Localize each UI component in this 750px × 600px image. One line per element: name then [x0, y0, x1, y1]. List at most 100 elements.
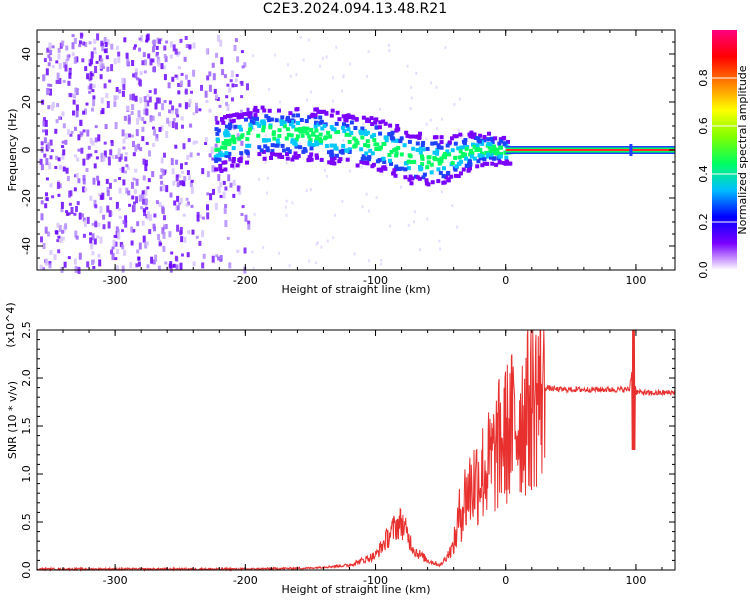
spectrogram-noise-cell — [132, 46, 136, 50]
spectrogram-noise-cell — [168, 109, 171, 114]
spectrogram-ridge-cell — [482, 157, 487, 162]
spectrogram-ridge-cell — [248, 122, 253, 127]
spectrogram-ridge-cell — [480, 151, 484, 156]
spectrogram-noise-cell — [107, 221, 111, 229]
spectrogram-ridge-cell — [439, 140, 444, 145]
spectrogram-noise-cell — [51, 102, 55, 108]
spectrogram-noise-cell — [141, 193, 144, 199]
spectrogram-noise-cell — [65, 210, 69, 214]
spectrogram-ridge-cell — [335, 110, 340, 115]
snr-ytick-label: 0.0 — [20, 561, 33, 579]
spectrogram-ridge-cell — [328, 134, 333, 139]
spectrogram-noise-cell — [388, 224, 391, 228]
spectrogram-noise-cell — [117, 57, 121, 64]
spectrogram-ridge-cell — [502, 142, 507, 147]
spectrogram-noise-cell — [88, 63, 92, 67]
spectrogram-noise-cell — [49, 250, 53, 256]
spectrogram-noise-cell — [226, 103, 230, 111]
spectrogram-ridge-cell — [286, 132, 291, 137]
spectrogram-noise-cell — [65, 45, 69, 51]
spectrogram-noise-cell — [181, 253, 184, 257]
spectrogram-noise-cell — [147, 211, 150, 218]
spectrogram-noise-cell — [45, 258, 48, 266]
spectrogram-ridge-cell — [412, 159, 417, 164]
spectrogram-ridge-cell — [499, 145, 504, 150]
spectrogram-noise-cell — [158, 127, 162, 132]
spectrogram-ridge-cell — [471, 134, 475, 139]
spectrogram-noise-cell — [226, 236, 230, 240]
spectrogram-ridge-cell — [265, 148, 270, 153]
spectrogram-ridge-cell — [347, 150, 352, 154]
spectrogram-noise-cell — [335, 45, 338, 49]
spectrogram-noise-cell — [172, 180, 176, 186]
spectrogram-noise-cell — [189, 152, 193, 158]
spectrogram-ridge-cell — [478, 156, 483, 161]
spectrogram-ridge-cell — [277, 154, 282, 159]
spectrogram-noise-cell — [66, 212, 70, 216]
spectrogram-noise-cell — [230, 70, 234, 78]
spectrogram-noise-cell — [204, 90, 208, 98]
spectrogram-noise-cell — [141, 117, 145, 122]
spectrogram-noise-cell — [92, 177, 96, 185]
spectrogram-ridge-cell — [433, 157, 438, 162]
spectrogram-ridge-cell — [261, 149, 266, 154]
spectrogram-noise-cell — [133, 189, 137, 195]
spectrogram-noise-cell — [407, 223, 410, 227]
spectrogram-noise-cell — [95, 60, 99, 64]
spectrogram-ridge-cell — [468, 166, 472, 171]
spectrogram-noise-cell — [156, 37, 160, 44]
spectrogram-noise-cell — [184, 88, 188, 95]
spectrogram-ridge-cell — [214, 157, 219, 162]
spectrogram-ridge-cell — [239, 127, 243, 132]
spectrogram-ridge-cell — [307, 142, 312, 147]
spectrogram-ridge-cell — [252, 116, 257, 121]
spectrogram-noise-cell — [49, 183, 53, 188]
spectrogram-ridge-cell — [232, 137, 237, 142]
spectrogram-noise-cell — [93, 199, 97, 207]
spectrogram-noise-cell — [130, 226, 134, 233]
spectrogram-ridge-cell — [303, 148, 308, 153]
spectrogram-noise-cell — [54, 166, 58, 169]
spectrogram-ridge-cell — [332, 156, 337, 161]
spectrogram-noise-cell — [115, 201, 119, 209]
spectrogram-ridge-cell — [436, 167, 441, 172]
spectrogram-ridge-cell — [492, 146, 497, 151]
spectrogram-noise-cell — [44, 119, 48, 127]
spectrogram-noise-cell — [179, 80, 183, 86]
spectrogram-ridge-cell — [418, 167, 423, 172]
spectrogram-noise-cell — [279, 100, 281, 104]
spectrogram-noise-cell — [72, 93, 76, 98]
spectrogram-ridge-cell — [450, 160, 455, 165]
spectrogram-ridge-cell — [298, 145, 303, 150]
spectrogram-noise-cell — [130, 111, 134, 115]
spectrogram-noise-cell — [151, 171, 155, 178]
spectrogram-noise-cell — [91, 251, 95, 256]
spectrogram-ridge-cell — [469, 154, 474, 159]
spectrogram-noise-cell — [196, 211, 200, 218]
spectrogram-noise-cell — [57, 47, 61, 53]
spectrogram-noise-cell — [170, 251, 174, 255]
spectrogram-ridge-cell — [223, 145, 228, 150]
spectrogram-noise-cell — [61, 145, 65, 148]
spectrogram-ridge-cell — [400, 166, 405, 171]
spectrogram-noise-cell — [139, 97, 143, 104]
spectrogram-noise-cell — [47, 142, 51, 150]
spectrogram-ridge-cell — [347, 140, 352, 144]
spectrogram-ridge-cell — [374, 125, 379, 130]
spectrogram-noise-cell — [145, 141, 149, 145]
spectrogram-noise-cell — [158, 112, 161, 117]
spectrogram-noise-cell — [172, 264, 176, 268]
spectrogram-noise-cell — [141, 60, 145, 66]
spectrogram-noise-cell — [113, 234, 117, 238]
colorbar-tick-label: 0.8 — [697, 69, 710, 87]
spectrogram-ridge-cell — [411, 146, 416, 151]
spectrogram-noise-cell — [62, 149, 66, 156]
spectrogram-ridge-cell — [264, 114, 269, 119]
spectrogram-ridge-cell — [362, 129, 367, 133]
spectrogram-noise-cell — [215, 94, 219, 100]
spectrogram-ridge-cell — [435, 151, 439, 156]
spectrogram-ridge-cell — [499, 139, 504, 144]
spectrogram-ridge-cell — [332, 161, 337, 166]
spectrogram-noise-cell — [152, 46, 155, 53]
spectrogram-noise-cell — [102, 155, 106, 162]
